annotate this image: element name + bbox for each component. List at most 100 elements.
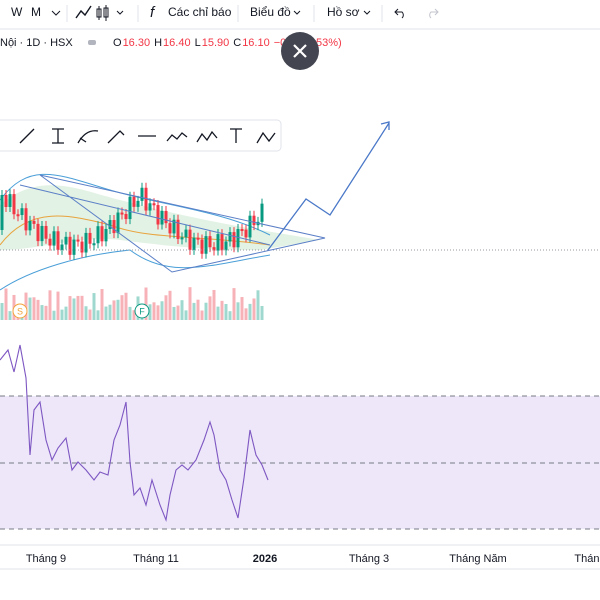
volume-bar xyxy=(116,299,120,320)
volume-bar xyxy=(68,296,72,320)
candle-body xyxy=(200,239,204,254)
candle-body xyxy=(4,195,8,207)
volume-bar xyxy=(252,298,256,320)
projection-arrow xyxy=(267,121,390,251)
volume-bar xyxy=(0,303,4,320)
brush-tool[interactable] xyxy=(77,130,99,144)
volume-bar xyxy=(104,306,108,320)
ohlc-label: L xyxy=(195,37,201,49)
volume-bar xyxy=(220,300,224,320)
cloud xyxy=(0,185,320,250)
volume-bar xyxy=(64,306,68,320)
interval-dropdown[interactable] xyxy=(51,10,61,16)
profile-button[interactable]: Hồ sơ xyxy=(327,5,360,19)
volume-bar xyxy=(200,310,204,320)
volume-bar xyxy=(204,302,208,320)
candle-body xyxy=(80,241,84,253)
wave-tool[interactable] xyxy=(196,130,218,143)
text-tool[interactable] xyxy=(230,128,242,143)
volume-bar xyxy=(232,288,236,320)
candle-body xyxy=(148,203,152,211)
triangle-pattern xyxy=(19,174,326,273)
top-toolbar xyxy=(0,0,600,28)
candle-body xyxy=(16,214,20,217)
candle-body xyxy=(160,210,164,225)
volume-bar xyxy=(256,290,260,320)
candle-body xyxy=(164,210,168,224)
volume-bar xyxy=(212,289,216,320)
trend-line-tool[interactable] xyxy=(19,128,35,144)
candle-body xyxy=(192,237,196,250)
volume-bar xyxy=(56,291,60,320)
candle-body xyxy=(24,208,28,231)
status-dot xyxy=(88,40,96,45)
candle-body xyxy=(112,220,116,234)
volume-bar xyxy=(60,309,64,320)
candle-body xyxy=(208,236,212,248)
path-tool[interactable] xyxy=(166,132,188,142)
candle-body xyxy=(64,236,68,245)
candle-body xyxy=(84,232,88,253)
volume-bar xyxy=(172,306,176,320)
candle-body xyxy=(168,223,172,234)
candle-body xyxy=(220,234,224,251)
volume-bar xyxy=(24,292,28,320)
candle-body xyxy=(88,232,92,244)
rsi-line xyxy=(0,344,269,523)
interval-m[interactable]: M xyxy=(31,5,41,19)
abc-pattern-tool[interactable] xyxy=(256,131,276,144)
volume-bar xyxy=(112,300,116,320)
candle-body xyxy=(120,212,124,215)
redo-button[interactable] xyxy=(429,8,439,19)
candle-icon[interactable] xyxy=(96,5,109,21)
candle-body xyxy=(260,203,264,222)
candle-body xyxy=(8,194,12,207)
x-axis-label: Tháng xyxy=(574,553,600,565)
volume-bar xyxy=(224,303,228,320)
ohlc-value: 16.40 xyxy=(163,37,191,49)
volume-bar xyxy=(36,299,40,320)
x-axis-label: Tháng 3 xyxy=(349,553,389,565)
profile-dropdown[interactable] xyxy=(363,10,371,15)
line-chart-icon[interactable] xyxy=(75,5,92,19)
volume-bar xyxy=(128,306,132,320)
volume-bar xyxy=(84,306,88,320)
x-axis-label: Tháng Năm xyxy=(449,553,506,565)
candle-body xyxy=(204,236,208,254)
price-change-pct: 53%) xyxy=(316,37,342,49)
volume-bar xyxy=(124,292,128,320)
eyedropper-tool[interactable] xyxy=(107,130,125,144)
candle-body xyxy=(224,241,228,251)
volume-bar xyxy=(100,289,104,320)
interval-w[interactable]: W xyxy=(11,5,23,19)
fx-icon[interactable]: f xyxy=(150,4,156,21)
candle-body xyxy=(56,231,60,250)
ray-tool[interactable] xyxy=(52,128,64,144)
volume-bar xyxy=(168,290,172,320)
volume-bar xyxy=(144,287,148,320)
x-axis-label: Tháng 9 xyxy=(26,553,66,565)
indicators-button[interactable]: Các chỉ báo xyxy=(168,5,232,19)
candle-body xyxy=(196,237,200,240)
chart-button[interactable]: Biểu đồ xyxy=(250,5,291,19)
volume-bar xyxy=(188,287,192,320)
candle-body xyxy=(28,220,32,231)
chart-dropdown[interactable] xyxy=(293,10,301,15)
volume-bar xyxy=(156,305,160,320)
candle-body xyxy=(116,212,120,234)
volume-bar xyxy=(236,302,240,320)
x-axis-label: Tháng 11 xyxy=(133,553,179,565)
candle-body xyxy=(236,229,240,248)
x-axis: Tháng 9 Tháng 11 2026 Tháng 3 Tháng Năm Tháng xyxy=(26,553,600,565)
volume-bar xyxy=(196,299,200,320)
candle-body xyxy=(184,229,188,238)
volume-bar xyxy=(4,288,8,320)
undo-button[interactable] xyxy=(394,8,404,19)
chart-type-dropdown[interactable] xyxy=(116,10,124,15)
event-marker-label: S xyxy=(17,306,23,316)
volume-bar xyxy=(160,301,164,320)
symbol-name: Nội · 1D · HSX xyxy=(0,37,73,49)
volume-bar xyxy=(88,309,92,320)
